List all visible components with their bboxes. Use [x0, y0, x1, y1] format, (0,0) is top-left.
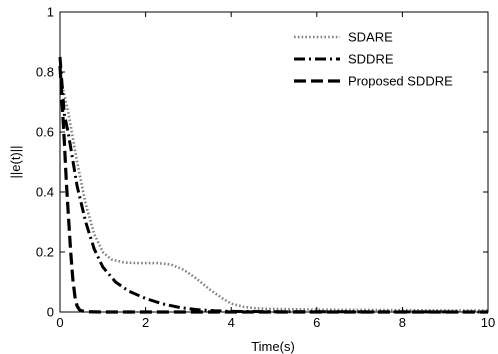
x-tick-label: 0 [56, 315, 63, 330]
y-tick-label: 0.2 [36, 245, 54, 260]
series-line-3 [58, 65, 488, 314]
legend: SDARE SDDRE Proposed SDDRE [294, 30, 453, 89]
plot-area [58, 56, 489, 314]
y-tick-label: 0 [47, 305, 54, 320]
y-axis-title: ||e(t)|| [8, 145, 23, 178]
plot-frame [59, 11, 489, 313]
x-tick-label: 2 [142, 315, 149, 330]
x-tick-label: 10 [481, 315, 495, 330]
y-tick-label: 1 [47, 5, 54, 20]
x-tick-label: 8 [399, 315, 406, 330]
y-tick-label: 0.4 [36, 185, 54, 200]
legend-label-1: SDARE [348, 30, 393, 45]
y-tick-label: 0.8 [36, 65, 54, 80]
legend-label-3: Proposed SDDRE [348, 74, 453, 89]
y-tick-label: 0.6 [36, 125, 54, 140]
legend-label-2: SDDRE [348, 52, 394, 67]
axes: 0 2 4 6 8 10 0 0.2 0.4 0.6 0.8 1 [36, 5, 495, 331]
x-tick-label: 6 [313, 315, 320, 330]
x-tick-label: 4 [228, 315, 235, 330]
x-axis-title: Time(s) [251, 339, 295, 354]
series-line-1 [58, 74, 489, 312]
